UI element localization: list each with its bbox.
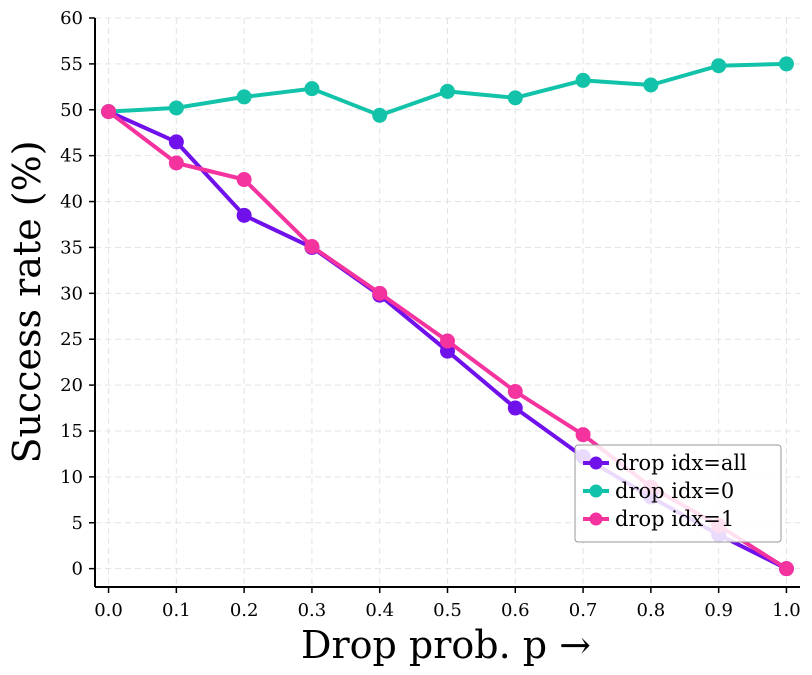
y-tick-label: 40 [60,192,83,213]
y-tick-label: 35 [60,237,83,258]
data-point-drop-idx-0 [778,56,794,72]
data-point-drop-idx-1 [304,239,320,255]
data-point-drop-idx-0 [236,89,252,105]
x-tick-label: 0.2 [230,600,259,621]
x-tick-label: 0.8 [637,600,666,621]
y-tick-label: 55 [60,54,83,75]
x-tick-label: 0.5 [433,600,462,621]
data-point-drop-idx-1 [168,155,184,171]
legend-marker-drop-idx-1 [589,512,603,526]
legend-label-drop-idx-0: drop idx=0 [615,479,734,503]
data-point-drop-idx-1 [507,384,523,400]
y-tick-label: 15 [60,421,83,442]
data-point-drop-idx-0 [643,77,659,93]
data-point-drop-idx-0 [168,100,184,116]
legend-marker-drop-idx-0 [589,484,603,498]
x-tick-label: 0.6 [501,600,530,621]
data-point-drop-idx-all [168,134,184,150]
x-tick-label: 0.3 [298,600,327,621]
y-tick-label: 0 [72,559,83,580]
data-point-drop-idx-0 [711,58,727,74]
y-tick-label: 60 [60,8,83,29]
axes: 0 5 10 15 20 25 30 35 40 45 50 55 60 0.0 0.1 0.2 0.3 0.4 0… [60,8,801,621]
legend-marker-drop-idx-all [589,456,603,470]
legend-label-drop-idx-all: drop idx=all [615,451,747,475]
x-tick-label: 0.9 [704,600,733,621]
y-tick-label: 50 [60,100,83,121]
data-point-drop-idx-0 [304,81,320,97]
x-tick-label: 1.0 [772,600,801,621]
legend-box [574,444,782,543]
data-point-drop-idx-1 [778,561,794,577]
x-tick-label: 0.7 [569,600,598,621]
x-tick-label: 0.4 [365,600,394,621]
data-point-drop-idx-0 [507,90,523,106]
data-point-drop-idx-all [507,400,523,416]
data-point-drop-idx-all [236,207,252,223]
y-tick-label: 45 [60,146,83,167]
x-axis-title: Drop prob. p → [301,623,591,667]
data-point-drop-idx-1 [101,104,117,120]
y-axis-title: Success rate (%) [5,140,49,463]
data-point-drop-idx-1 [236,172,252,188]
legend-label-drop-idx-1: drop idx=1 [615,507,734,531]
x-tick-label: 0.1 [162,600,191,621]
y-tick-label: 10 [60,467,83,488]
data-point-drop-idx-0 [575,72,591,88]
x-tick-label: 0.0 [94,600,123,621]
data-point-drop-idx-0 [372,107,388,123]
y-tick-label: 5 [72,513,83,534]
data-point-drop-idx-0 [440,83,455,99]
y-tick-label: 25 [60,329,83,350]
y-tick-label: 30 [60,283,83,304]
data-point-drop-idx-1 [372,285,388,301]
legend: drop idx=all drop idx=0 drop idx=1 [574,444,782,543]
y-tick-label: 20 [60,375,83,396]
data-point-drop-idx-1 [440,333,455,349]
data-point-drop-idx-1 [575,427,591,443]
